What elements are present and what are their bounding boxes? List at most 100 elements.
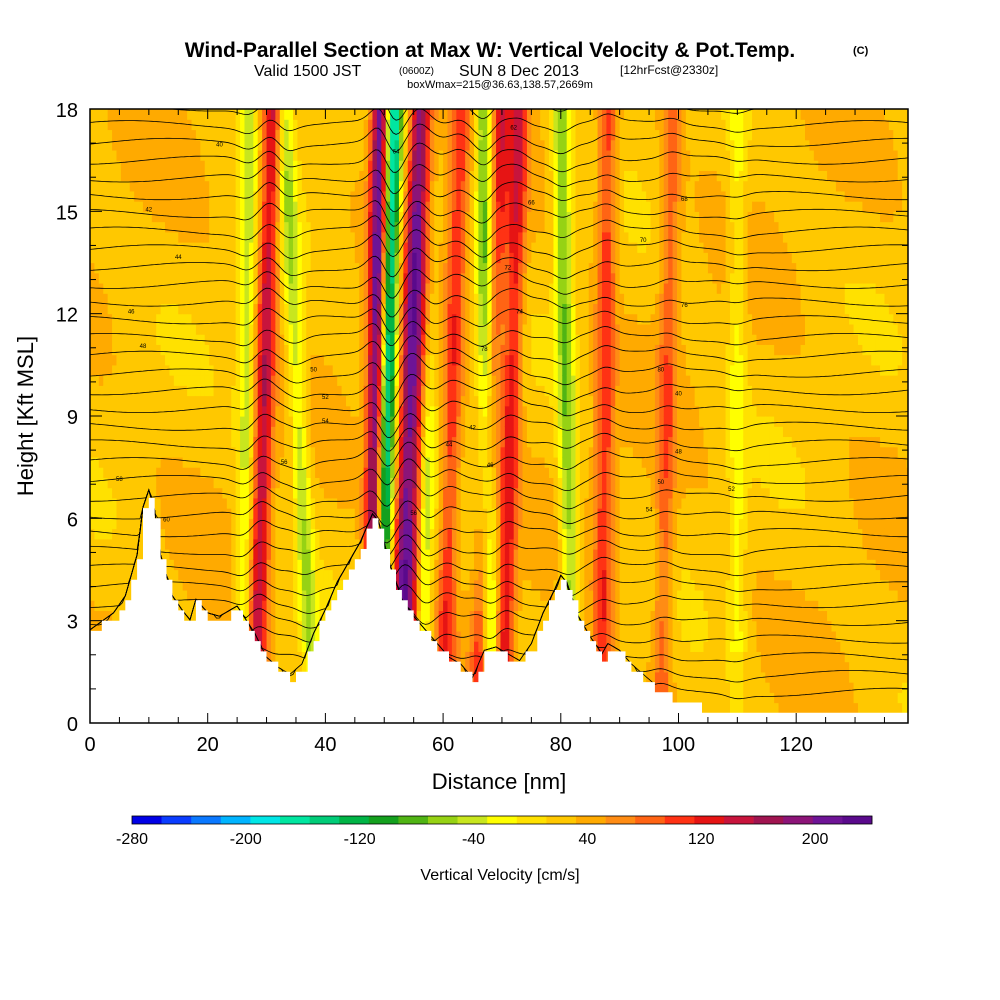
velocity-cell — [350, 262, 356, 274]
velocity-cell — [116, 477, 122, 489]
velocity-cell — [394, 446, 400, 458]
velocity-cell — [138, 334, 144, 345]
velocity-cell — [191, 334, 197, 345]
velocity-cell — [429, 364, 435, 376]
velocity-cell — [434, 364, 440, 376]
velocity-cell — [142, 272, 148, 284]
velocity-cell — [443, 559, 449, 571]
velocity-cell — [306, 630, 312, 642]
velocity-cell — [195, 538, 201, 550]
velocity-cell — [248, 405, 254, 417]
velocity-cell — [363, 170, 369, 182]
velocity-cell — [147, 293, 153, 305]
velocity-cell — [209, 467, 215, 478]
velocity-cell — [90, 385, 96, 397]
velocity-cell — [191, 282, 197, 294]
velocity-cell — [297, 416, 303, 427]
velocity-cell — [195, 395, 201, 407]
velocity-cell — [262, 160, 268, 171]
velocity-cell — [403, 497, 409, 509]
velocity-cell — [226, 221, 232, 233]
velocity-cell — [407, 262, 413, 274]
velocity-cell — [209, 334, 215, 345]
velocity-cell — [253, 538, 259, 550]
velocity-cell — [94, 436, 100, 448]
velocity-cell — [301, 661, 307, 673]
velocity-cell — [429, 344, 435, 356]
velocity-cell — [253, 487, 259, 499]
velocity-cell — [385, 139, 391, 151]
velocity-cell — [178, 109, 184, 120]
velocity-cell — [359, 354, 365, 366]
velocity-cell — [434, 313, 440, 325]
velocity-cell — [359, 242, 365, 253]
velocity-cell — [94, 364, 100, 376]
velocity-cell — [142, 129, 148, 141]
velocity-cell — [151, 446, 157, 458]
velocity-cell — [213, 272, 219, 284]
velocity-cell — [257, 538, 263, 550]
velocity-cell — [231, 252, 237, 264]
velocity-cell — [359, 334, 365, 345]
velocity-cell — [421, 579, 427, 591]
velocity-cell — [147, 395, 153, 407]
velocity-cell — [350, 272, 356, 284]
velocity-cell — [359, 528, 365, 540]
velocity-cell — [257, 610, 263, 622]
velocity-cell — [266, 610, 272, 622]
velocity-cell — [332, 303, 338, 315]
velocity-cell — [169, 242, 175, 253]
velocity-cell — [363, 272, 369, 284]
velocity-cell — [332, 119, 338, 131]
velocity-cell — [112, 180, 118, 192]
velocity-cell — [169, 231, 175, 243]
velocity-cell — [134, 569, 140, 581]
velocity-cell — [438, 139, 444, 151]
velocity-cell — [328, 242, 334, 253]
velocity-cell — [429, 170, 435, 182]
velocity-cell — [235, 139, 241, 151]
velocity-cell — [425, 221, 431, 233]
velocity-cell — [129, 190, 135, 202]
velocity-cell — [209, 610, 215, 622]
velocity-cell — [306, 272, 312, 284]
velocity-cell — [253, 180, 259, 192]
velocity-cell — [363, 436, 369, 448]
velocity-cell — [451, 364, 457, 376]
velocity-cell — [323, 231, 329, 243]
velocity-cell — [438, 405, 444, 417]
velocity-cell — [345, 201, 351, 212]
velocity-cell — [195, 231, 201, 243]
velocity-cell — [421, 354, 427, 366]
velocity-cell — [337, 385, 343, 397]
velocity-cell — [275, 579, 281, 591]
velocity-cell — [98, 221, 104, 233]
velocity-cell — [306, 600, 312, 612]
velocity-cell — [421, 252, 427, 264]
velocity-cell — [112, 518, 118, 530]
velocity-cell — [443, 160, 449, 171]
velocity-cell — [125, 242, 131, 253]
velocity-cell — [173, 344, 179, 356]
velocity-cell — [293, 467, 299, 478]
velocity-cell — [240, 109, 246, 120]
velocity-cell — [421, 385, 427, 397]
velocity-cell — [345, 231, 351, 243]
velocity-cell — [182, 242, 188, 253]
velocity-cell — [107, 293, 113, 305]
velocity-cell — [200, 119, 206, 131]
velocity-cell — [297, 303, 303, 315]
velocity-cell — [120, 416, 126, 427]
velocity-cell — [403, 201, 409, 212]
velocity-cell — [266, 395, 272, 407]
velocity-cell — [381, 497, 387, 509]
velocity-cell — [407, 426, 413, 438]
velocity-cell — [116, 610, 122, 622]
velocity-cell — [288, 549, 294, 560]
velocity-cell — [270, 600, 276, 612]
velocity-cell — [345, 354, 351, 366]
velocity-cell — [248, 589, 254, 601]
velocity-cell — [90, 508, 96, 519]
velocity-cell — [226, 446, 232, 458]
